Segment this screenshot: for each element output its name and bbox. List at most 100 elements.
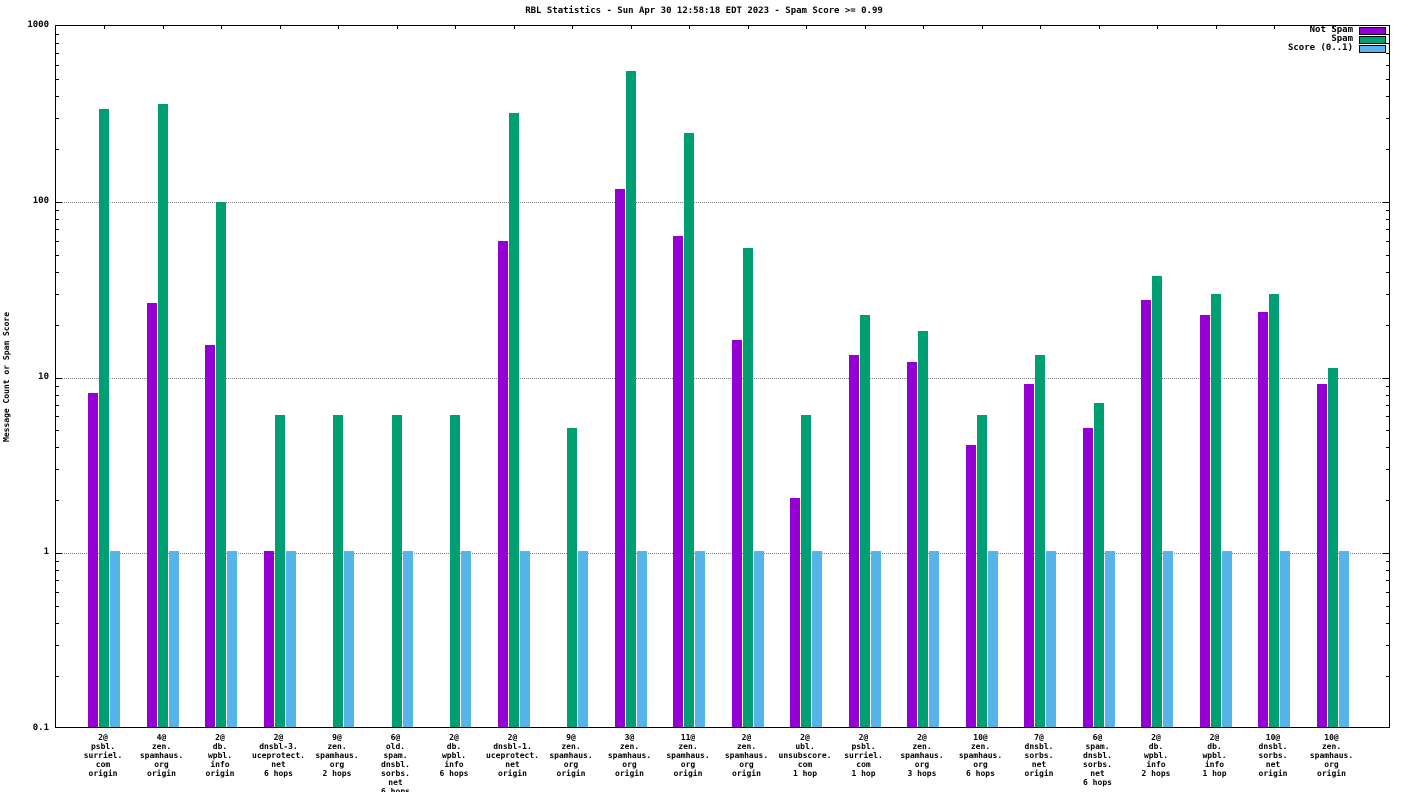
ytick-minor xyxy=(56,254,59,256)
x-label-line: spamhaus. xyxy=(900,751,944,760)
xtick xyxy=(513,26,515,29)
ytick-minor xyxy=(56,324,59,326)
x-label-line: 7@ xyxy=(1034,733,1044,742)
x-label-line: zen. xyxy=(561,742,581,751)
ytick-minor xyxy=(1386,606,1389,608)
x-label-line: 2 hops xyxy=(322,769,352,778)
x-label: 2@ psbl. surriel. com origin xyxy=(84,733,123,778)
x-label-line: origin xyxy=(732,769,761,778)
bar-score-0-1 xyxy=(227,551,237,727)
ytick-major xyxy=(56,377,62,379)
ytick-minor xyxy=(56,228,59,230)
x-label-line: 1 hop xyxy=(851,769,876,778)
x-label-line: 11@ xyxy=(680,733,696,742)
ytick-minor xyxy=(1386,271,1389,273)
xtick xyxy=(221,26,222,29)
x-label-line: origin xyxy=(673,769,703,778)
bar-score-0-1 xyxy=(695,551,705,727)
bar-spam xyxy=(1269,294,1279,727)
xtick xyxy=(689,26,690,29)
x-label-line: db. xyxy=(1207,742,1222,751)
x-label-line: origin xyxy=(88,769,118,778)
x-label-line: 2@ xyxy=(917,733,927,742)
bar-spam xyxy=(625,71,636,727)
x-label: 2@ db. wpbl. info 1 hop xyxy=(1202,733,1226,778)
xtick xyxy=(104,26,105,29)
ytick-minor xyxy=(1386,645,1389,647)
ytick-minor xyxy=(1386,500,1389,502)
x-label-line: 4@ xyxy=(156,733,167,742)
bar-spam xyxy=(918,330,928,727)
bar-not-spam xyxy=(848,355,859,727)
x-label: 4@ zen. spamhaus. org origin xyxy=(140,733,183,778)
bar-not-spam xyxy=(497,241,508,727)
ytick-minor xyxy=(56,416,59,418)
x-label-line: db. xyxy=(212,742,228,751)
x-label-line: 10@ xyxy=(973,733,988,742)
x-label: 11@ zen. spamhaus. org origin xyxy=(666,733,709,778)
x-label: 10@ zen. spamhaus. org origin xyxy=(1310,733,1353,778)
xtick xyxy=(864,26,866,29)
ytick-minor xyxy=(1386,78,1389,80)
ytick-minor xyxy=(1386,324,1389,326)
x-label: 2@ dnsbl-1. uceprotect. net origin xyxy=(486,733,539,778)
x-label-line: 6 hops xyxy=(1083,778,1112,787)
x-label-line: 3 hops xyxy=(907,769,937,778)
x-label-line: spamhaus. xyxy=(315,751,359,760)
x-label-line: org xyxy=(739,760,754,769)
bar-spam xyxy=(216,202,226,727)
bar-score-0-1 xyxy=(1338,551,1349,727)
x-label-line: origin xyxy=(147,769,176,778)
bar-score-0-1 xyxy=(812,551,822,727)
x-label-line: net xyxy=(1031,760,1047,769)
bar-score-0-1 xyxy=(753,551,764,727)
x-label-line: org xyxy=(329,760,345,769)
x-label-line: 10@ xyxy=(1324,733,1339,742)
xtick xyxy=(396,26,398,29)
x-label-line: 6@ xyxy=(1092,733,1103,742)
x-label-line: zen. xyxy=(970,742,991,751)
legend-label: Spam xyxy=(1331,34,1353,44)
ytick-major xyxy=(1383,553,1389,555)
bar-spam xyxy=(742,248,753,727)
x-label-line: zen. xyxy=(678,742,698,751)
bar-spam xyxy=(1327,368,1338,727)
x-label-line: ubl. xyxy=(795,742,815,751)
x-label-line: spamhaus. xyxy=(139,751,184,760)
ytick-minor xyxy=(1386,293,1389,295)
bar-score-0-1 xyxy=(1046,551,1056,727)
x-label: 6@ spam. dnsbl. sorbs. net 6 hops xyxy=(1083,733,1112,787)
bar-score-0-1 xyxy=(1104,551,1115,727)
x-label-line: wpbl. xyxy=(1143,751,1169,760)
x-label-line: org xyxy=(563,760,579,769)
x-label-line: spam. xyxy=(1085,742,1110,751)
x-label-line: zen. xyxy=(736,742,757,751)
x-label-line: 2@ xyxy=(449,733,459,742)
x-label-line: 2@ xyxy=(800,733,810,742)
ytick-minor xyxy=(56,240,59,242)
bar-not-spam xyxy=(1258,311,1268,727)
ytick-minor xyxy=(56,209,59,211)
ytick-minor xyxy=(56,580,59,582)
x-label-line: uceprotect. xyxy=(252,751,305,760)
x-label: 2@ zen. spamhaus. org 3 hops xyxy=(900,733,943,778)
xtick xyxy=(806,26,807,29)
x-label-line: zen. xyxy=(1321,742,1342,751)
x-label-line: old. xyxy=(385,742,406,751)
bar-spam xyxy=(684,132,694,727)
gridline-y xyxy=(56,377,1389,379)
bar-not-spam xyxy=(263,551,274,727)
ytick-minor xyxy=(1386,447,1389,449)
bar-spam xyxy=(567,428,577,727)
bar-spam xyxy=(99,108,109,727)
x-label-line: origin xyxy=(1258,769,1288,778)
x-label-line: dnsbl-1. xyxy=(493,742,532,751)
x-label-line: dnsbl. xyxy=(381,760,410,769)
x-label-line: com xyxy=(856,760,871,769)
chart-title: RBL Statistics - Sun Apr 30 12:58:18 EDT… xyxy=(525,6,883,16)
bar-score-0-1 xyxy=(636,551,647,727)
x-label-line: 6@ xyxy=(390,733,401,742)
x-label-line: net xyxy=(1265,760,1281,769)
ytick-minor xyxy=(1386,254,1389,256)
xtick xyxy=(1215,26,1217,29)
